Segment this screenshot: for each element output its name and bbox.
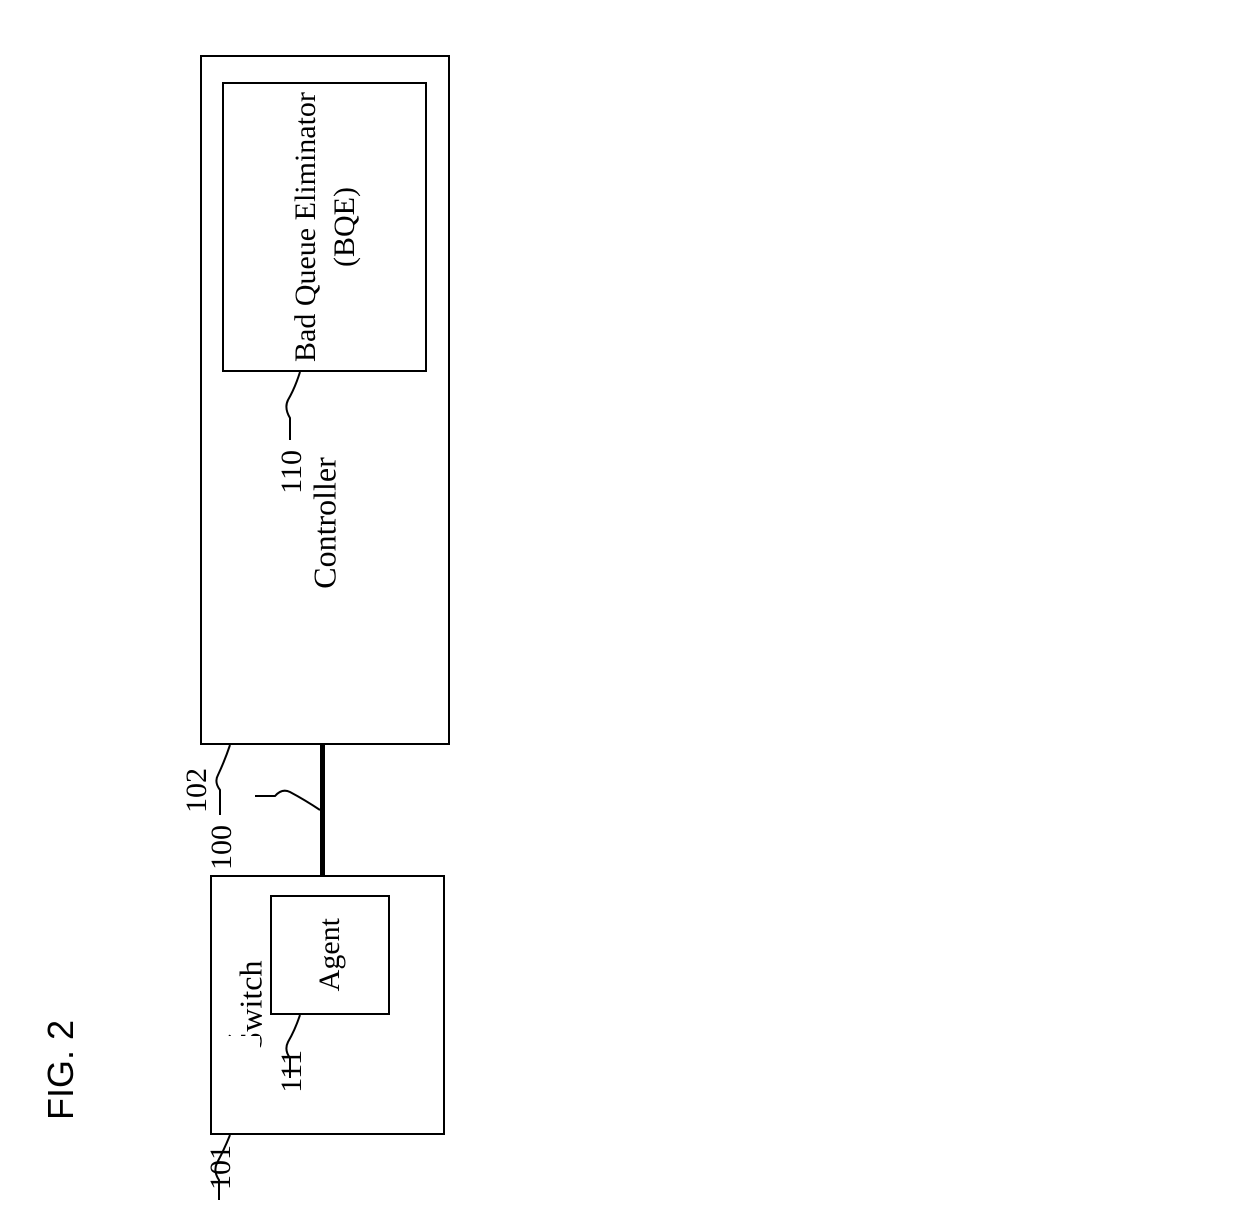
ref-111: 111 — [275, 1050, 309, 1093]
figure-label: FIG. 2 — [40, 1020, 82, 1120]
leader-111 — [0, 0, 1240, 1202]
